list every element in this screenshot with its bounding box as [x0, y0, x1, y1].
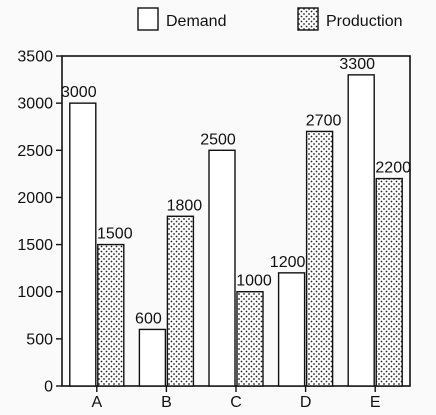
- chart-bars: [69, 74, 403, 387]
- legend-swatch-demand: [137, 7, 159, 31]
- y-tick-label: 2000: [17, 190, 53, 207]
- bar-production-c: [236, 291, 264, 387]
- bar-production-b: [166, 215, 195, 387]
- y-tick-label: 3500: [17, 49, 53, 66]
- y-tick-label: 0: [44, 379, 53, 396]
- legend-label-production: Production: [326, 13, 403, 30]
- data-label-demand-b: 600: [135, 310, 162, 327]
- x-tick-label: B: [161, 394, 172, 411]
- bar-production-d: [305, 130, 334, 387]
- x-tick-label: A: [91, 394, 102, 411]
- data-label-production-b: 1800: [167, 197, 203, 214]
- data-label-demand-c: 2500: [200, 131, 236, 148]
- bar-demand-c: [208, 149, 236, 387]
- data-label-production-a: 1500: [97, 226, 133, 243]
- bar-production-e: [375, 177, 403, 387]
- legend-swatch-production: [297, 7, 319, 31]
- bar-demand-d: [277, 272, 306, 387]
- chart-axes: 0 500 1000 1500 2000 2500 3000 3500 A B C D E: [17, 49, 411, 411]
- data-label-demand-e: 3300: [339, 56, 375, 73]
- bar-demand-e: [347, 74, 375, 387]
- legend-label-demand: Demand: [166, 13, 226, 30]
- y-tick-label: 2500: [17, 143, 53, 160]
- y-tick-label: 3000: [17, 96, 53, 113]
- chart-legend: Demand Production: [137, 7, 403, 31]
- data-label-demand-d: 1200: [270, 254, 306, 271]
- y-tick-label: 500: [26, 331, 53, 348]
- bar-production-a: [97, 243, 125, 387]
- y-tick-label: 1000: [17, 284, 53, 301]
- x-tick-label: E: [370, 394, 381, 411]
- data-label-production-e: 2200: [375, 160, 411, 177]
- x-tick-label: C: [230, 394, 242, 411]
- bar-demand-b: [138, 328, 167, 387]
- bar-demand-a: [69, 102, 97, 387]
- chart-data-labels: 3000 1500 600 1800 2500 1000 1200 2700 3300 2200: [61, 56, 411, 328]
- y-tick-label: 1500: [17, 237, 53, 254]
- data-label-demand-a: 3000: [61, 84, 97, 101]
- data-label-production-c: 1000: [236, 273, 272, 290]
- x-tick-label: D: [300, 394, 312, 411]
- data-label-production-d: 2700: [306, 112, 342, 129]
